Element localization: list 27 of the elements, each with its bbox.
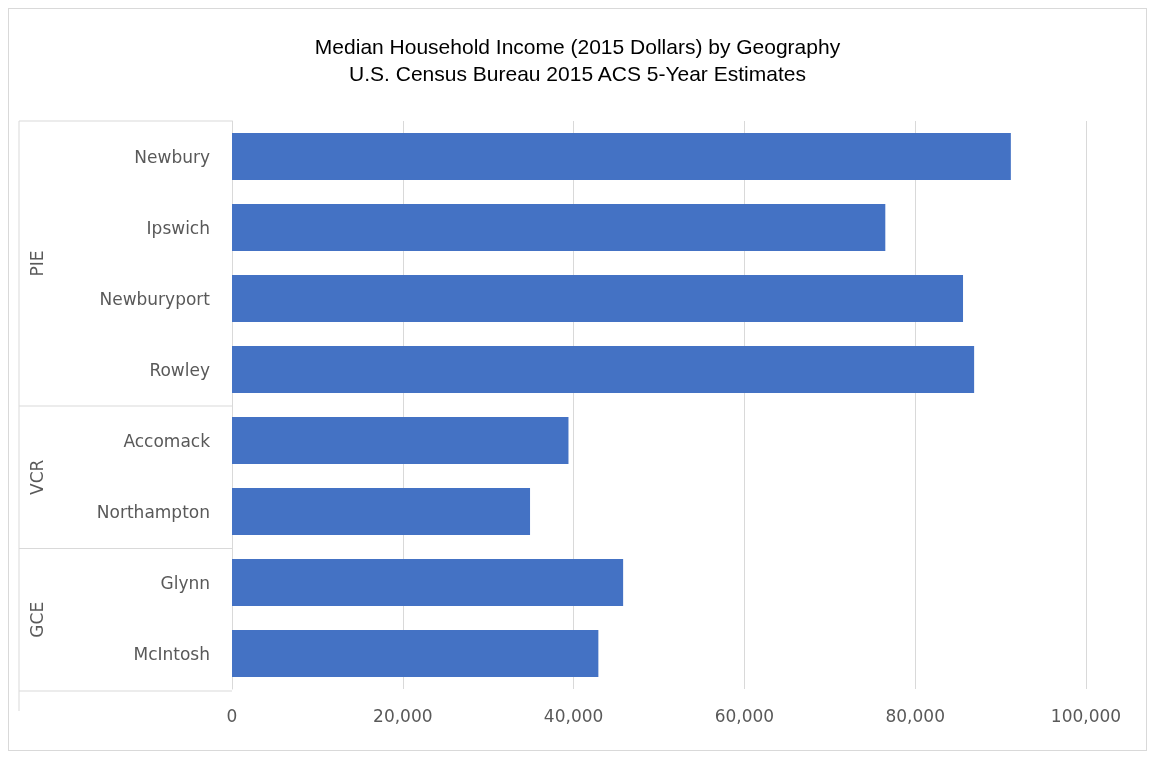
bar: [232, 488, 531, 535]
bar: [232, 346, 975, 393]
bar: [232, 133, 1011, 180]
y-tick-label: Newburyport: [99, 288, 211, 309]
y-tick-label: Northampton: [96, 501, 210, 522]
bar: [232, 417, 569, 464]
chart-subtitle: U.S. Census Bureau 2015 ACS 5-Year Estimates: [349, 62, 806, 85]
y-tick-label: Rowley: [149, 359, 210, 380]
bar: [232, 559, 624, 606]
x-tick-label: 100,000: [1050, 705, 1122, 726]
y-tick-label: Accomack: [123, 430, 211, 451]
x-tick-label: 40,000: [543, 705, 604, 726]
y-tick-label: McIntosh: [133, 643, 210, 664]
chart-title: Median Household Income (2015 Dollars) by Geography: [314, 35, 841, 58]
x-tick-label: 0: [226, 705, 238, 726]
bar: [232, 204, 886, 251]
text: VCR: [27, 459, 47, 495]
x-tick-label: 80,000: [885, 705, 945, 726]
text: GCE: [27, 601, 47, 638]
bar: [232, 275, 964, 322]
x-tick-label: 60,000: [714, 705, 775, 726]
y-tick-label: Newbury: [134, 146, 210, 167]
text: PIE: [27, 250, 47, 277]
x-tick-label: 20,000: [373, 705, 433, 726]
y-tick-label: Glynn: [160, 572, 210, 593]
bar: [232, 630, 599, 677]
y-tick-label: Ipswich: [146, 217, 210, 238]
